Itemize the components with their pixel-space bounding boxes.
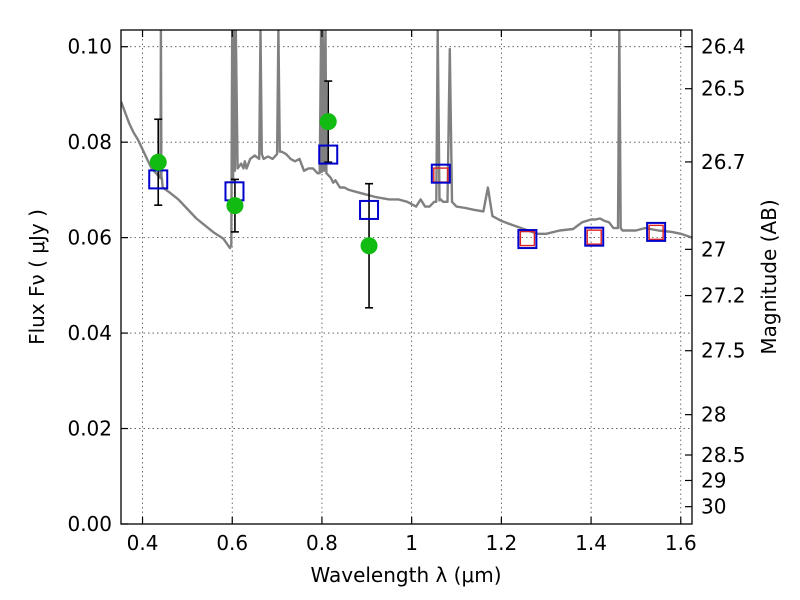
y-tick-label: 0.08 bbox=[67, 130, 112, 154]
observed-point bbox=[149, 153, 167, 171]
mag-tick-label: 27.2 bbox=[701, 284, 746, 308]
y-axis-title: Flux Fν ( μJy ) bbox=[25, 209, 49, 345]
y-tick-label: 0.10 bbox=[67, 35, 112, 59]
mag-tick-label: 26.7 bbox=[701, 150, 746, 174]
mag-tick-label: 28 bbox=[701, 403, 726, 427]
y-tick-label: 0.02 bbox=[67, 417, 112, 441]
observed-point bbox=[360, 237, 378, 255]
y-tick-label: 0.06 bbox=[67, 226, 112, 250]
blue-square-marker bbox=[646, 221, 667, 242]
observed-point bbox=[226, 197, 244, 215]
x-tick-label: 1 bbox=[405, 531, 418, 555]
plot-frame bbox=[120, 29, 693, 525]
y-tick-label: 0.04 bbox=[67, 321, 112, 345]
blue-square-marker bbox=[359, 199, 380, 220]
x-tick-label: 0.4 bbox=[127, 531, 159, 555]
blue-square-marker bbox=[584, 226, 605, 247]
x-tick-label: 0.8 bbox=[306, 531, 338, 555]
marker-layer bbox=[148, 113, 667, 255]
blue-square-marker bbox=[318, 144, 339, 165]
right-axis-title: Magnitude (AB) bbox=[757, 199, 781, 354]
x-tick-label: 1.2 bbox=[485, 531, 517, 555]
observed-point bbox=[319, 113, 337, 131]
mag-tick-label: 26.4 bbox=[701, 35, 746, 59]
y-tick-label: 0.00 bbox=[67, 512, 112, 536]
red-square-marker bbox=[519, 230, 536, 247]
x-axis-title: Wavelength λ (μm) bbox=[310, 563, 501, 587]
x-tick-label: 1.4 bbox=[575, 531, 607, 555]
mag-tick-label: 26.5 bbox=[701, 77, 746, 101]
mag-tick-label: 29 bbox=[701, 468, 726, 492]
x-tick-label: 0.6 bbox=[216, 531, 248, 555]
red-square-marker bbox=[586, 229, 602, 245]
mag-tick-label: 27 bbox=[701, 237, 726, 261]
mag-tick-label: 28.5 bbox=[701, 443, 746, 467]
mag-tick-label: 30 bbox=[701, 495, 726, 519]
blue-square-marker bbox=[517, 229, 538, 250]
blue-square-marker bbox=[430, 163, 451, 184]
mag-tick-label: 27.5 bbox=[701, 339, 746, 363]
sed-model-line bbox=[121, 30, 692, 250]
tick-labels: 0.4 0.6 0.8 1 1.2 1.4 1.6 0.00 0.02 0.04 0.06 0.08 0… bbox=[67, 35, 745, 555]
red-square-marker bbox=[648, 224, 664, 241]
x-tick-label: 1.6 bbox=[665, 531, 697, 555]
series-layer bbox=[121, 30, 692, 250]
ticks bbox=[121, 30, 692, 525]
